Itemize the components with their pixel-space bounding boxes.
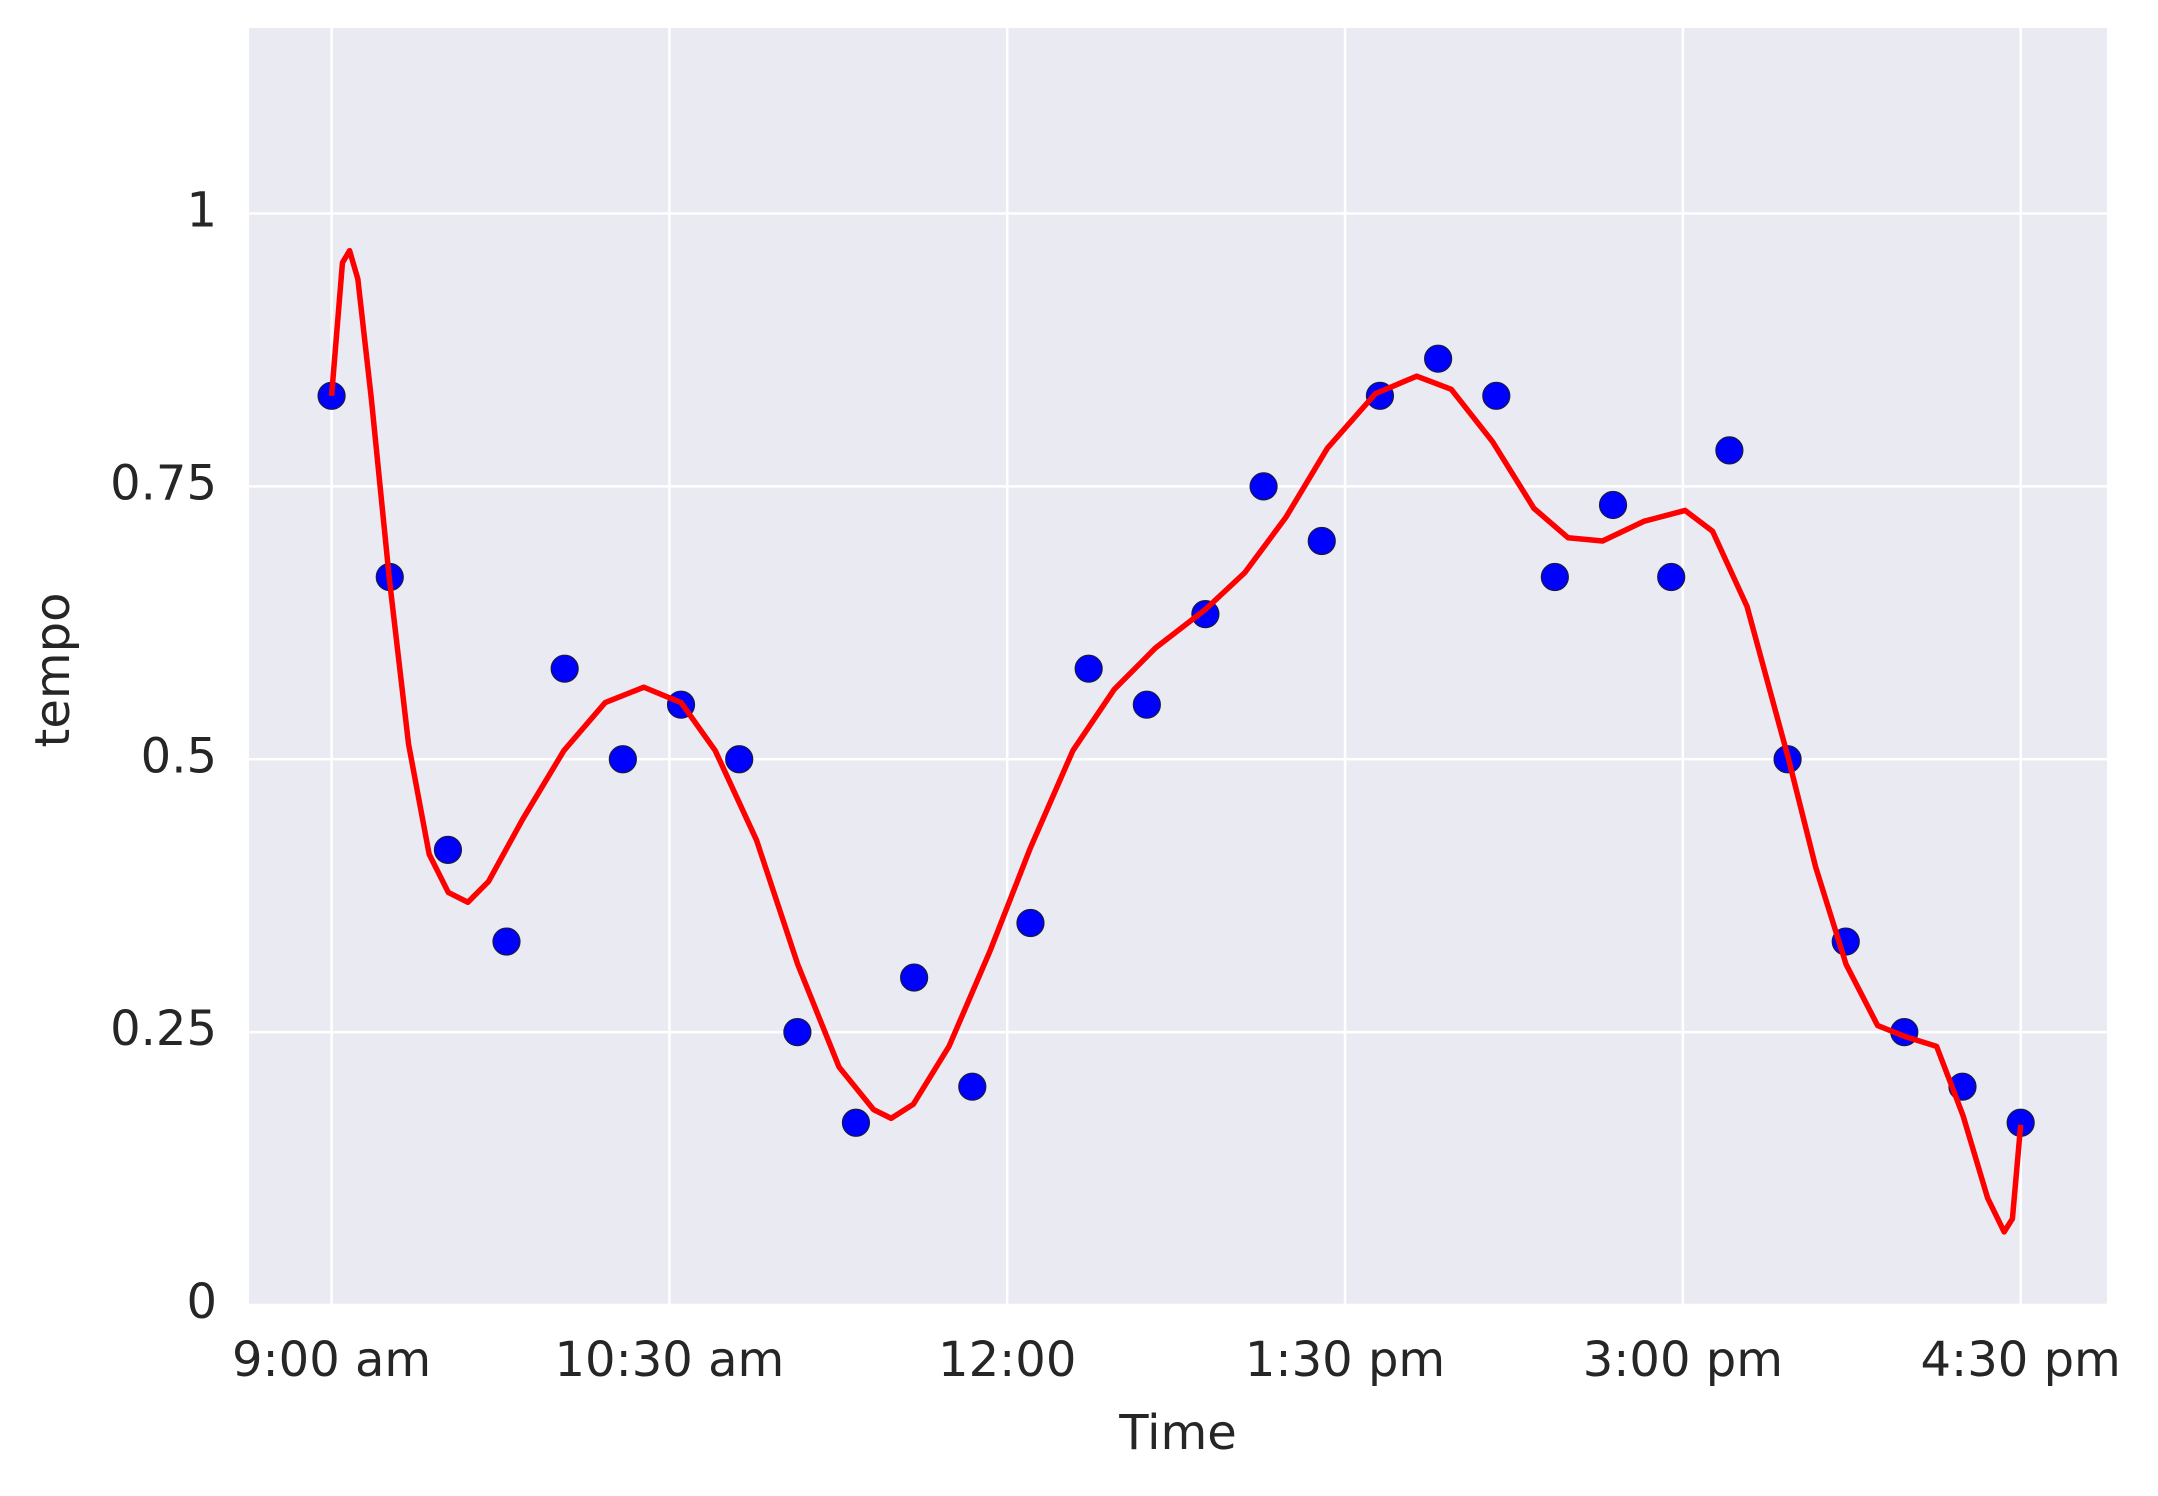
- data-point: [1715, 436, 1744, 465]
- data-point: [958, 1072, 987, 1101]
- data-point: [550, 654, 579, 683]
- y-tick-label: 0.25: [110, 1001, 217, 1057]
- data-point: [783, 1018, 812, 1047]
- x-axis-label: Time: [1118, 1405, 1236, 1461]
- data-point: [1424, 344, 1453, 373]
- y-axis-label: tempo: [25, 593, 81, 748]
- data-point: [1132, 690, 1161, 719]
- x-tick-label: 12:00: [938, 1332, 1076, 1388]
- data-point: [1249, 472, 1278, 501]
- data-point: [1482, 381, 1511, 410]
- fit-line: [328, 247, 2024, 1235]
- x-tick-label: 4:30 pm: [1921, 1332, 2121, 1388]
- y-tick-label: 1: [186, 183, 217, 239]
- x-tick-label: 1:30 pm: [1245, 1332, 1445, 1388]
- y-tick-label: 0.5: [141, 728, 217, 784]
- data-point: [725, 745, 754, 774]
- x-tick-label: 10:30 am: [555, 1332, 785, 1388]
- data-point: [1657, 562, 1686, 592]
- data-point: [1307, 526, 1336, 556]
- plot-area: [249, 28, 2107, 1305]
- data-point: [1074, 654, 1103, 683]
- data-point: [1540, 562, 1569, 592]
- data-point: [608, 745, 637, 774]
- x-tick-label: 3:00 pm: [1583, 1332, 1783, 1388]
- y-tick-label: 0.75: [110, 455, 217, 511]
- y-tick-label: 0: [186, 1274, 217, 1330]
- data-point: [1598, 490, 1628, 520]
- data-point: [1191, 600, 1220, 629]
- data-point: [841, 1108, 871, 1137]
- data-point: [492, 927, 521, 956]
- data-point: [900, 963, 929, 992]
- data-point: [433, 835, 463, 864]
- x-tick-label: 9:00 am: [232, 1332, 431, 1388]
- data-point: [1016, 908, 1045, 938]
